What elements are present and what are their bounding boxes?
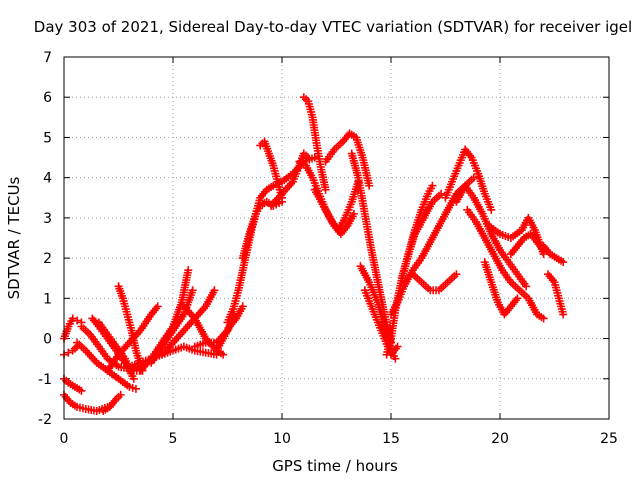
series-trace-38 — [485, 213, 548, 259]
data-points — [60, 93, 568, 415]
series-trace-31 — [387, 173, 478, 319]
series-trace-41 — [543, 270, 568, 319]
series-trace-29 — [360, 286, 402, 359]
series-trace-18 — [212, 302, 247, 355]
y-tick-label: 2 — [43, 251, 52, 267]
series-trace-24 — [295, 157, 363, 234]
data-point — [131, 384, 140, 393]
data-point — [469, 173, 478, 182]
data-point — [393, 342, 402, 351]
series-trace-34 — [441, 145, 496, 214]
data-point — [129, 374, 138, 383]
data-point — [116, 390, 125, 399]
y-tick-label: -1 — [38, 372, 52, 388]
series-trace-25 — [310, 185, 358, 238]
data-point — [68, 314, 77, 323]
series-trace-23 — [299, 93, 330, 194]
data-point — [188, 286, 197, 295]
series-trace-37 — [480, 258, 522, 319]
data-point — [452, 270, 461, 279]
data-point — [487, 205, 496, 214]
x-axis-label: GPS time / hours — [272, 457, 398, 475]
y-tick-label: 7 — [43, 50, 52, 66]
series-trace-40 — [539, 242, 568, 267]
data-point — [349, 209, 358, 218]
series-trace-02 — [99, 390, 125, 415]
data-point — [437, 189, 446, 198]
data-point — [238, 302, 247, 311]
y-tick-label: 4 — [43, 171, 52, 187]
y-tick-label: 5 — [43, 130, 52, 146]
x-tick-label: 10 — [273, 431, 291, 447]
data-point — [64, 348, 73, 357]
series-trace-32 — [397, 181, 437, 283]
x-tick-label: 15 — [382, 431, 400, 447]
x-tick-label: 5 — [169, 431, 178, 447]
grid-lines — [64, 57, 609, 419]
data-point — [559, 258, 568, 267]
y-tick-label: 0 — [43, 332, 52, 348]
data-point — [219, 350, 228, 359]
data-point — [513, 294, 522, 303]
series-trace-15 — [158, 286, 219, 359]
data-point — [391, 354, 400, 363]
series-trace-36 — [463, 205, 548, 323]
data-point — [304, 153, 313, 162]
x-tick-label: 0 — [60, 431, 69, 447]
plot-frame — [63, 56, 610, 420]
data-point — [210, 286, 219, 295]
data-point — [365, 181, 374, 190]
y-tick-label: 3 — [43, 211, 52, 227]
data-point — [321, 185, 330, 194]
series-trace-39 — [506, 229, 548, 259]
x-tick-label: 20 — [491, 431, 509, 447]
data-point — [539, 314, 548, 323]
y-tick-label: 6 — [43, 90, 52, 106]
series-trace-26 — [321, 129, 374, 190]
data-point — [184, 266, 193, 275]
data-point — [428, 181, 437, 190]
data-point — [522, 282, 531, 291]
data-point — [73, 316, 82, 325]
y-axis-label: SDTVAR / TECUs — [5, 176, 23, 299]
series-trace-04 — [60, 342, 82, 359]
series-trace-27 — [347, 149, 395, 347]
data-point — [153, 302, 162, 311]
series-trace-11 — [103, 302, 162, 375]
data-point — [77, 386, 86, 395]
y-tick-label: -2 — [38, 412, 52, 428]
chart-title: Day 303 of 2021, Sidereal Day-to-day VTE… — [34, 18, 632, 36]
x-tick-label: 25 — [600, 431, 618, 447]
y-tick-label: 1 — [43, 291, 52, 307]
data-point — [559, 310, 568, 319]
series-trace-33 — [408, 270, 461, 295]
